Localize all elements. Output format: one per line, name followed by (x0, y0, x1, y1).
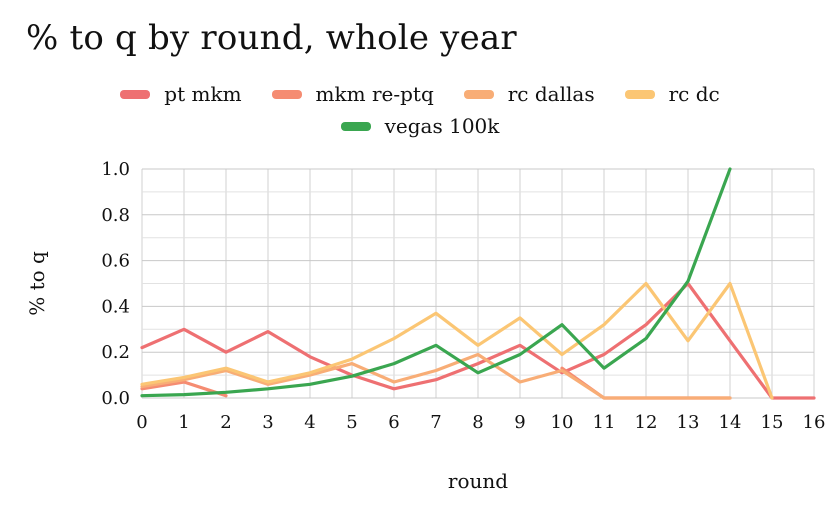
series-line-mkm-re-ptq (140, 380, 228, 398)
x-tick-label: 11 (593, 412, 616, 433)
legend-item-pt-mkm: pt mkm (120, 82, 242, 106)
x-tick-label: 7 (430, 412, 441, 433)
series-line-rc-dallas (140, 352, 732, 400)
chart-title: % to q by round, whole year (26, 18, 517, 58)
legend-item-mkm-re-ptq: mkm re-ptq (271, 82, 434, 106)
legend-label-rc-dc: rc dc (668, 82, 720, 106)
legend-item-rc-dallas: rc dallas (463, 82, 595, 106)
x-tick-label: 16 (803, 412, 826, 433)
series-line-rc-dc (140, 281, 774, 400)
legend-swatch-vegas-100k (340, 121, 371, 131)
y-tick-label: 1.0 (101, 159, 130, 180)
legend-row-2: vegas 100k (0, 114, 840, 138)
y-tick-label: 0.8 (101, 205, 130, 226)
legend-label-rc-dallas: rc dallas (507, 82, 595, 106)
legend-label-pt-mkm: pt mkm (164, 82, 242, 106)
legend-swatch-mkm-re-ptq (271, 89, 302, 99)
x-tick-label: 3 (262, 412, 273, 433)
x-tick-label: 15 (761, 412, 784, 433)
legend-label-vegas-100k: vegas 100k (384, 114, 500, 138)
y-tick-label: 0.4 (101, 296, 130, 317)
y-tick-label: 0.6 (101, 251, 130, 272)
series-line-pt-mkm (140, 281, 816, 400)
x-tick-label: 5 (346, 412, 357, 433)
y-tick-label: 0.0 (101, 388, 130, 409)
legend-swatch-rc-dallas (463, 89, 494, 99)
y-axis-label: % to q (25, 251, 49, 316)
legend-item-rc-dc: rc dc (624, 82, 720, 106)
legend-row-1: pt mkm mkm re-ptq rc dallas rc dc (0, 82, 840, 106)
legend-label-mkm-re-ptq: mkm re-ptq (315, 82, 434, 106)
x-tick-label: 14 (719, 412, 742, 433)
x-tick-label: 8 (472, 412, 483, 433)
x-tick-label: 9 (514, 412, 525, 433)
x-tick-label: 6 (388, 412, 399, 433)
x-tick-label: 12 (635, 412, 658, 433)
legend-item-vegas-100k: vegas 100k (340, 114, 500, 138)
x-tick-label: 4 (304, 412, 315, 433)
legend-swatch-rc-dc (624, 89, 655, 99)
legend-swatch-pt-mkm (120, 89, 151, 99)
x-tick-label: 0 (136, 412, 147, 433)
x-tick-label: 10 (551, 412, 574, 433)
x-tick-label: 1 (178, 412, 189, 433)
y-tick-label: 0.2 (101, 342, 130, 363)
x-tick-label: 2 (220, 412, 231, 433)
x-axis-label: round (448, 469, 508, 493)
series-line-vegas-100k (140, 167, 732, 398)
x-tick-label: 13 (677, 412, 700, 433)
